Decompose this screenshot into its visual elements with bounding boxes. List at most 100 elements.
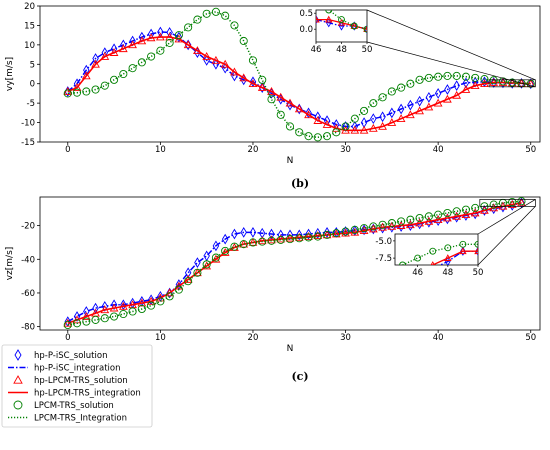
y-tick-label: -15: [21, 138, 35, 148]
x-tick-label: 0: [65, 145, 70, 155]
x-tick-label: 30: [340, 333, 351, 343]
data-point: [174, 285, 183, 294]
legend-label: hp-LPCM-TRS_integration: [34, 389, 141, 399]
series-hp-LPCM-TRS_integration: [67, 202, 522, 325]
inset-data-point: [325, 10, 333, 14]
inset-data-point: [444, 244, 452, 252]
zoom-connector: [477, 199, 536, 235]
data-point: [527, 78, 534, 90]
data-point: [72, 83, 82, 91]
inset-y-tick-label: -5.0: [375, 237, 392, 247]
legend-label: LPCM-TRS_Integration: [34, 414, 127, 424]
zoom-source-box: [488, 79, 536, 88]
legend-marker-swatch: [13, 375, 23, 384]
data-point: [314, 227, 322, 239]
data-point: [83, 64, 90, 76]
data-point: [268, 228, 275, 240]
inset-data-point: [363, 25, 367, 33]
data-point: [388, 107, 396, 119]
series-LPCM-TRS_solution: [63, 197, 526, 329]
data-point: [147, 301, 156, 310]
inset-data-point: [474, 240, 478, 248]
inset-data-point: [429, 247, 437, 255]
data-point: [147, 52, 156, 61]
data-point: [295, 234, 304, 243]
data-point: [424, 73, 433, 82]
zoom-connector: [366, 41, 536, 88]
y-tick-label: -20: [21, 222, 35, 232]
zoom-connector: [366, 9, 536, 81]
inset-data-point: [351, 21, 358, 31]
zoom-connector: [477, 206, 536, 266]
inset-data-point: [313, 0, 319, 3]
data-point: [508, 198, 517, 207]
legend-label: LPCM-TRS_solution: [34, 401, 114, 411]
data-point: [193, 268, 202, 277]
inset-zoom: 46 48 50 -5.0 -7.5: [375, 199, 536, 278]
data-point: [92, 53, 99, 64]
inset-series-line: [431, 250, 478, 265]
inset-y-tick-label: 0.5: [299, 9, 313, 19]
y-tick-label: 10: [24, 41, 35, 51]
chart-panel-b: 0 10 20 30 40 50 -15 -10 -5 0 5 10 15 20 Nvy[m/s] (b) 46…: [5, 0, 541, 190]
data-point: [443, 208, 452, 218]
data-point: [128, 64, 137, 73]
inset-data-point: [316, 14, 319, 25]
plot-area: [63, 7, 536, 142]
x-tick-label: 40: [433, 145, 444, 155]
data-point: [110, 75, 119, 84]
data-point: [434, 210, 443, 219]
data-point: [110, 299, 118, 311]
series-line: [67, 200, 522, 326]
data-point: [110, 312, 119, 321]
data-point: [119, 309, 128, 319]
inset-zoom: 46 48 50 0.0 0.5: [299, 0, 536, 88]
data-point: [248, 56, 258, 65]
data-point: [518, 77, 525, 89]
data-point: [239, 36, 248, 46]
inset-data-point: [364, 24, 367, 34]
series-line: [67, 202, 522, 323]
inset-x-tick-label: 50: [473, 268, 484, 278]
x-tick-label: 20: [248, 145, 259, 155]
data-point: [156, 46, 165, 55]
data-point: [249, 226, 257, 238]
inset-data-point: [460, 246, 466, 256]
inset-y-tick-label: -7.5: [375, 254, 392, 264]
y-tick-label: -10: [21, 119, 35, 129]
data-point: [211, 253, 220, 262]
data-point: [202, 9, 211, 18]
data-point: [370, 113, 377, 125]
data-point: [387, 87, 396, 96]
panel-caption: (c): [291, 370, 308, 383]
data-point: [397, 83, 406, 92]
x-tick-label: 50: [525, 333, 536, 343]
series-line: [67, 202, 522, 325]
data-point: [231, 228, 238, 240]
data-point: [350, 114, 359, 123]
inset-x-tick-label: 46: [311, 45, 322, 55]
data-point: [360, 106, 369, 115]
data-point: [119, 69, 128, 79]
x-tick-label: 20: [248, 333, 259, 343]
legend-entry: hp-P-iSC_integration: [8, 364, 121, 374]
data-point: [174, 31, 183, 40]
data-point: [322, 132, 332, 141]
data-point: [296, 229, 303, 241]
data-point: [240, 226, 247, 238]
data-point: [137, 58, 146, 67]
inset-plot: [399, 240, 478, 265]
inset-data-point: [399, 261, 406, 265]
data-point: [202, 260, 211, 269]
data-point: [369, 222, 378, 231]
legend-label: hp-LPCM-TRS_solution: [34, 376, 128, 386]
data-point: [184, 277, 193, 286]
legend: hp-P-iSC_solution hp-P-iSC_integration hp-…: [1, 344, 153, 428]
y-tick-label: -60: [21, 289, 35, 299]
data-point: [481, 205, 488, 216]
data-point: [305, 228, 312, 240]
series-line: [67, 36, 531, 132]
y-tick-label: 0: [30, 80, 35, 90]
data-point: [193, 15, 202, 24]
